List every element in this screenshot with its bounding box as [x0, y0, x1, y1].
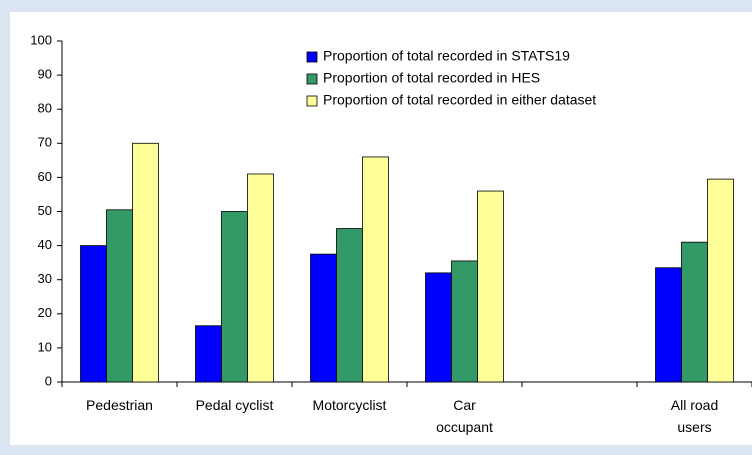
bar	[247, 173, 274, 383]
legend-swatch	[306, 95, 318, 107]
y-tick-label: 50	[38, 203, 52, 218]
y-tick-label: 60	[38, 169, 52, 184]
legend-label: Proportion of total recorded in STATS19	[323, 48, 570, 64]
bar	[221, 211, 248, 383]
legend-swatch	[306, 73, 318, 85]
y-tick-label: 40	[38, 237, 52, 252]
legend-swatch	[306, 51, 318, 63]
y-tick-label: 100	[30, 32, 52, 47]
y-tick-label: 30	[38, 271, 52, 286]
legend-label: Proportion of total recorded in either d…	[323, 92, 596, 108]
bar	[336, 228, 363, 383]
bar	[655, 267, 682, 383]
x-tick-label: Motorcyclist	[312, 397, 387, 413]
bar	[132, 142, 159, 383]
bar	[451, 260, 478, 383]
y-tick-label: 10	[38, 339, 52, 354]
y-tick-label: 0	[45, 373, 52, 388]
legend-label: Proportion of total recorded in HES	[323, 70, 540, 86]
bar	[80, 245, 107, 383]
y-tick-label: 20	[38, 305, 52, 320]
bar	[477, 190, 504, 383]
bar	[425, 272, 452, 383]
x-tick-label: Pedal cyclist	[195, 397, 274, 413]
y-tick-label: 80	[38, 101, 52, 116]
y-tick-label: 70	[38, 135, 52, 150]
bar	[106, 209, 133, 383]
bar	[707, 178, 734, 383]
bar	[310, 253, 337, 383]
bar	[362, 156, 389, 383]
x-tick-label: All road users	[670, 397, 719, 435]
bar	[681, 241, 708, 383]
y-tick-label: 90	[38, 67, 52, 82]
x-tick-label: Car occupant	[436, 397, 493, 435]
bar	[195, 325, 222, 383]
x-tick-label: Pedestrian	[86, 397, 153, 413]
